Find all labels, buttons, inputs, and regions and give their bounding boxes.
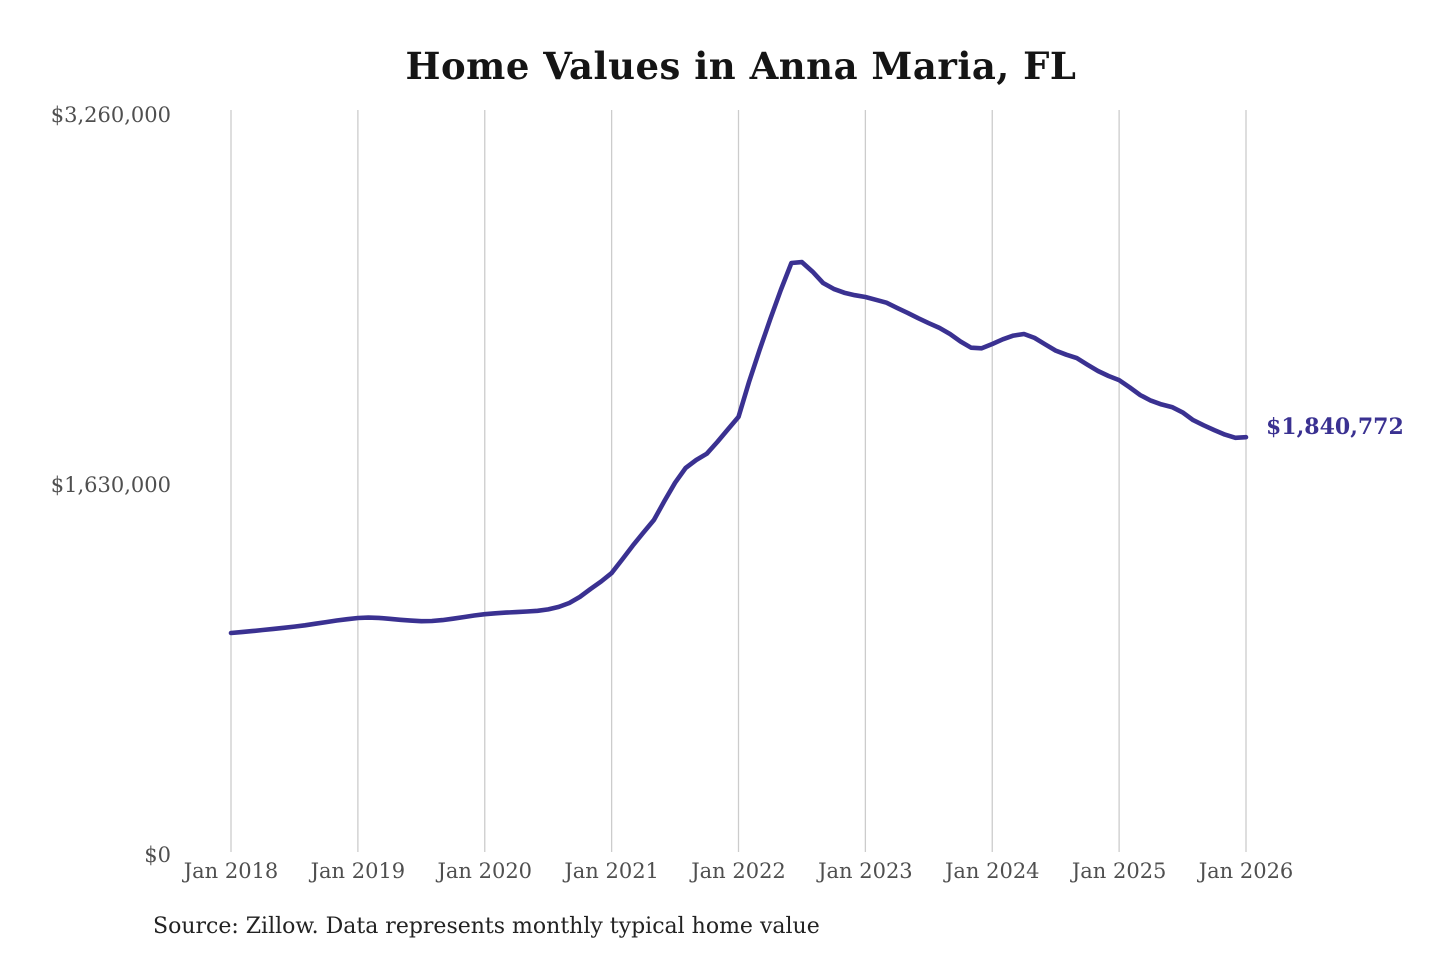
x-axis-label: Jan 2024 (944, 859, 1040, 883)
x-axis-label: Jan 2023 (818, 859, 913, 883)
chart-title: Home Values in Anna Maria, FL (405, 44, 1077, 88)
vertical-gridlines (230, 110, 1247, 852)
y-axis-label: $3,260,000 (50, 103, 171, 127)
y-axis-label: $0 (144, 843, 171, 867)
latest-value-annotation: $1,840,772 (1266, 414, 1404, 440)
x-axis-label: Jan 2018 (183, 859, 279, 883)
x-axis-label: Jan 2025 (1071, 859, 1167, 883)
home-value-line (228, 259, 1249, 636)
source-note: Source: Zillow. Data represents monthly … (153, 914, 820, 939)
x-axis-label: Jan 2021 (564, 859, 659, 883)
x-axis-label: Jan 2022 (691, 859, 786, 883)
x-axis-label: Jan 2020 (437, 859, 533, 883)
x-axis-label: Jan 2026 (1198, 859, 1294, 883)
y-axis-label: $1,630,000 (50, 473, 171, 497)
x-axis-label: Jan 2019 (310, 859, 406, 883)
